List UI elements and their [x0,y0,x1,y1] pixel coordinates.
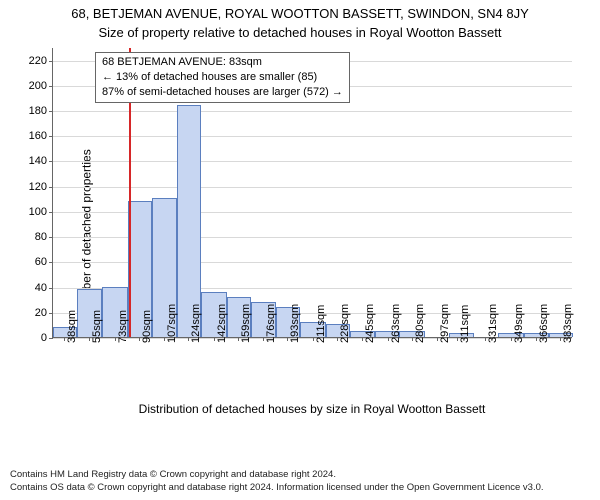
y-tick-mark [49,187,53,188]
y-tick-mark [49,111,53,112]
x-tick-mark [263,337,264,341]
x-tick-label: 263sqm [390,304,402,343]
x-tick-mark [188,337,189,341]
x-tick-label: 383sqm [562,304,574,343]
y-tick-mark [49,136,53,137]
y-tick-mark [49,61,53,62]
x-tick-mark [560,337,561,341]
page-title-line1: 68, BETJEMAN AVENUE, ROYAL WOOTTON BASSE… [0,0,600,21]
x-tick-mark [388,337,389,341]
annotation-line1: 68 BETJEMAN AVENUE: 83sqm [102,55,343,70]
y-tick-mark [49,313,53,314]
x-tick-label: 38sqm [66,310,78,343]
y-tick-mark [49,288,53,289]
footer-attribution: Contains HM Land Registry data © Crown c… [0,465,600,500]
x-tick-label: 55sqm [91,310,103,343]
y-tick-mark [49,212,53,213]
y-tick-mark [49,161,53,162]
x-tick-mark [115,337,116,341]
x-tick-mark [313,337,314,341]
x-tick-mark [457,337,458,341]
x-tick-label: 159sqm [240,304,252,343]
x-tick-label: 245sqm [364,304,376,343]
histogram-bar [177,105,201,337]
x-tick-label: 349sqm [513,304,525,343]
x-tick-mark [437,337,438,341]
annotation-box: 68 BETJEMAN AVENUE: 83sqm ← 13% of detac… [95,52,350,103]
x-tick-label: 142sqm [216,304,228,343]
x-tick-label: 193sqm [289,304,301,343]
y-tick-mark [49,86,53,87]
page-title-line2: Size of property relative to detached ho… [0,21,600,40]
x-tick-label: 366sqm [538,304,550,343]
x-tick-mark [164,337,165,341]
annotation-line2: ← 13% of detached houses are smaller (85… [102,70,343,85]
x-tick-label: 107sqm [166,304,178,343]
x-tick-mark [287,337,288,341]
x-tick-mark [362,337,363,341]
annotation-line3: 87% of semi-detached houses are larger (… [102,85,343,100]
y-tick-mark [49,262,53,263]
x-tick-mark [89,337,90,341]
x-tick-label: 176sqm [265,304,277,343]
x-tick-label: 73sqm [117,310,129,343]
plot-area: 02040608010012014016018020022038sqm55sqm… [52,48,572,338]
x-tick-label: 297sqm [439,304,451,343]
x-tick-label: 90sqm [141,310,153,343]
footer-line2: Contains OS data © Crown copyright and d… [10,482,590,494]
y-tick-mark [49,237,53,238]
x-tick-label: 280sqm [414,304,426,343]
x-tick-label: 228sqm [339,304,351,343]
x-tick-mark [536,337,537,341]
x-tick-label: 311sqm [459,305,471,343]
x-tick-mark [412,337,413,341]
x-axis-label: Distribution of detached houses by size … [52,402,572,416]
x-tick-label: 331sqm [487,304,499,343]
footer-line1: Contains HM Land Registry data © Crown c… [10,469,590,481]
x-tick-mark [214,337,215,341]
x-tick-label: 124sqm [190,304,202,343]
x-tick-label: 211sqm [315,305,327,343]
chart-container: Number of detached properties 0204060801… [0,42,600,422]
y-tick-mark [49,338,53,339]
